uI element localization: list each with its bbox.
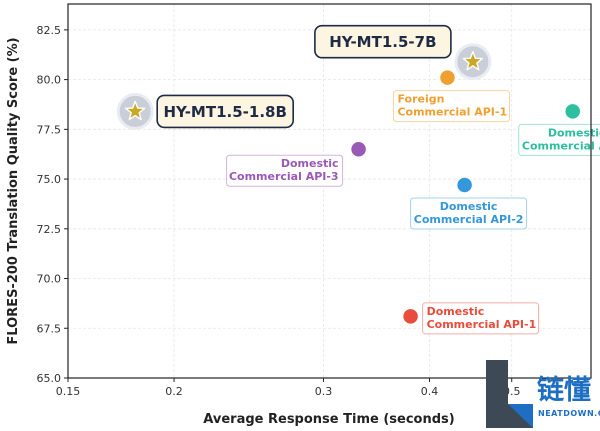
model-label-box-hy-mt1-5-1-8b	[156, 94, 294, 129]
point-label-domestic-commercial-api-3: Commercial API-3	[229, 170, 339, 183]
y-tick-label: 65.0	[37, 372, 62, 385]
point-marker-domestic-commercial-api-1	[401, 307, 420, 326]
model-label-hy-mt1-5-7b: HY-MT1.5-7B	[329, 33, 436, 51]
point-label-box-foreign-commercial-api-1	[392, 90, 510, 123]
plot-frame	[67, 3, 592, 379]
y-tick-label: 75.0	[37, 173, 62, 186]
x-tick-label: 0.2	[165, 385, 183, 398]
y-tick-label: 72.5	[37, 223, 62, 236]
point-marker-domestic-commercial-api-2	[455, 176, 474, 194]
data-points	[116, 43, 582, 326]
point-label-domestic-commercial-api-2: Commercial API-2	[414, 213, 524, 226]
point-label-domestic-commercial-api-1: Commercial API-1	[427, 318, 537, 331]
point-label-domestic-commercial-api-4: Commercial API-4	[522, 139, 600, 152]
star-marker-hy-mt1-5-7b	[462, 50, 484, 71]
y-axis-label: FLORES-200 Translation Quality Score (%)	[6, 37, 21, 344]
point-marker-foreign-commercial-api-1	[438, 68, 457, 87]
model-label-box-hy-mt1-5-7b	[314, 24, 452, 59]
point-label-domestic-commercial-api-2: Domestic	[440, 200, 498, 213]
star-marker-hy-mt1-5-1-8b	[124, 100, 146, 121]
point-label-domestic-commercial-api-4: Domestic	[548, 126, 600, 139]
watermark-logo: 链懂 NEATDOWN.COM	[486, 360, 600, 428]
x-tick-label: 0.4	[421, 385, 439, 398]
point-label-domestic-commercial-api-1: Domestic	[427, 305, 485, 318]
point-labels: HY-MT1.5-1.8BHY-MT1.5-7BForeignCommercia…	[156, 24, 600, 335]
point-label-box-domestic-commercial-api-4	[518, 123, 600, 156]
y-tick-label: 80.0	[37, 74, 62, 87]
point-marker-domestic-commercial-api-3	[349, 140, 368, 158]
point-label-foreign-commercial-api-1: Foreign	[397, 93, 444, 106]
y-tick-label: 70.0	[37, 273, 62, 286]
model-label-hy-mt1-5-1-8b: HY-MT1.5-1.8B	[163, 103, 286, 121]
y-tick-label: 77.5	[37, 123, 62, 136]
point-label-foreign-commercial-api-1: Commercial API-1	[397, 106, 507, 119]
point-label-box-domestic-commercial-api-2	[410, 197, 528, 230]
y-tick-label: 67.5	[37, 322, 62, 335]
point-label-box-domestic-commercial-api-3	[226, 154, 344, 187]
y-tick-label: 82.5	[37, 24, 62, 37]
x-tick-label: 0.15	[56, 385, 81, 398]
point-label-domestic-commercial-api-3: Domestic	[281, 157, 339, 170]
watermark-logo-accent	[508, 404, 533, 428]
point-label-box-domestic-commercial-api-1	[422, 302, 540, 335]
x-tick-label: 0.3	[315, 385, 333, 398]
watermark-cn-text: 链懂	[537, 374, 591, 406]
axis-ticks: 65.0 67.5 70.0 72.5 75.0 77.5 80.0 82.5 0.15 0.2 0…	[37, 24, 521, 398]
x-axis-label: Average Response Time (seconds)	[203, 412, 454, 427]
point-marker-domestic-commercial-api-4	[563, 102, 582, 121]
watermark-en-text: NEATDOWN.COM	[538, 409, 600, 418]
